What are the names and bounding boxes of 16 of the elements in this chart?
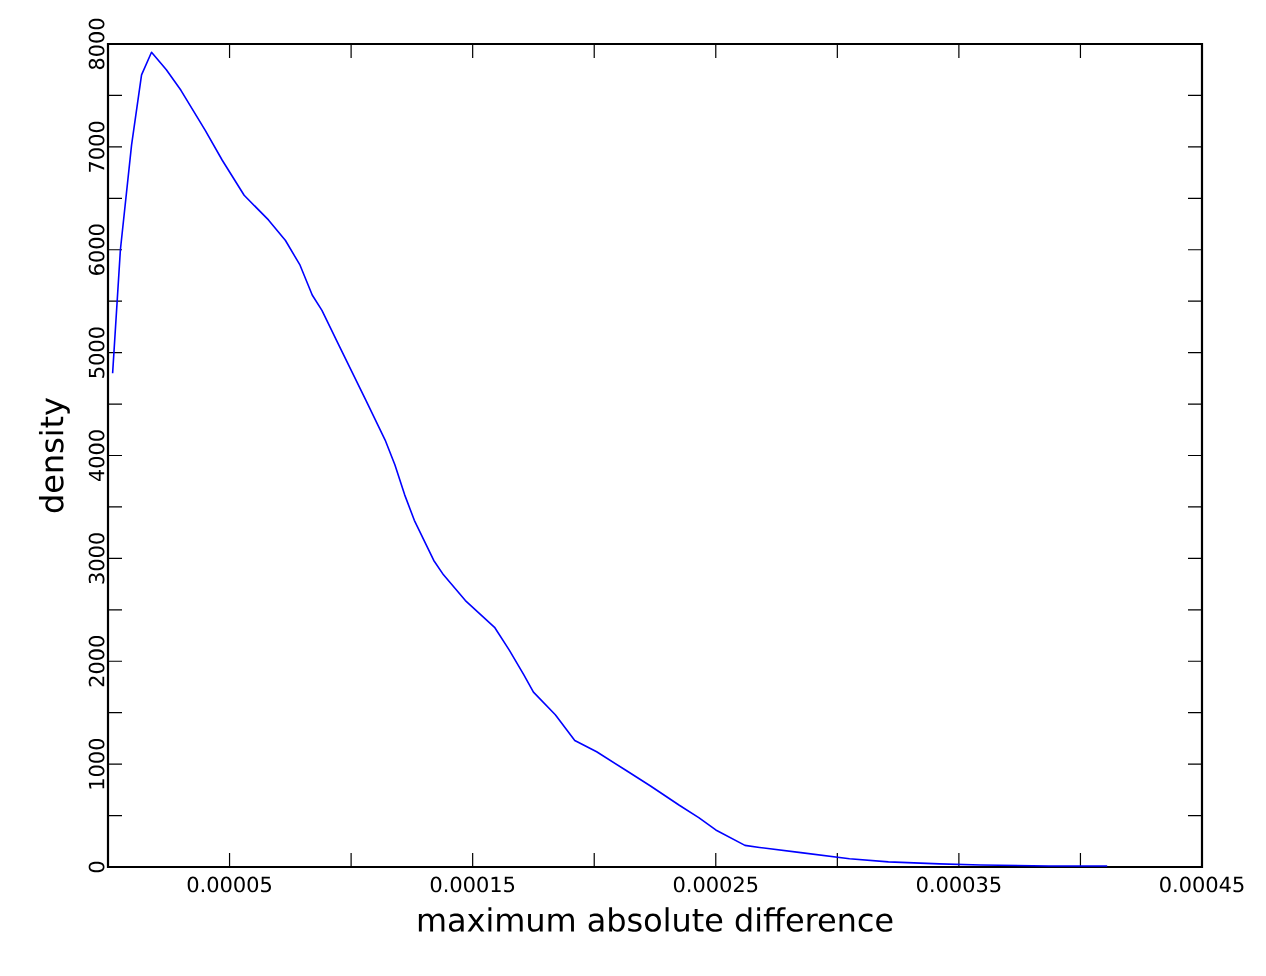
x-tick-label: 0.00025 — [673, 876, 758, 893]
x-tick-label: 0.00005 — [187, 876, 271, 893]
x-axis-title: maximum absolute difference — [418, 907, 893, 932]
y-tick-label: 8000 — [88, 18, 105, 70]
y-tick-label: 0 — [88, 861, 105, 873]
y-tick-label: 1000 — [88, 738, 105, 789]
y-tick-label: 3000 — [88, 533, 105, 584]
x-tick-label: 0.00015 — [430, 876, 515, 893]
y-tick-label: 2000 — [88, 636, 105, 687]
x-tick-label: 0.00045 — [1160, 876, 1244, 893]
x-tick-label: 0.00035 — [917, 876, 1001, 893]
y-tick-label: 6000 — [88, 224, 105, 275]
y-tick-label: 5000 — [88, 327, 105, 378]
y-axis-title: density — [38, 397, 70, 513]
y-tick-label: 4000 — [88, 430, 105, 482]
y-tick-label: 7000 — [88, 121, 105, 172]
